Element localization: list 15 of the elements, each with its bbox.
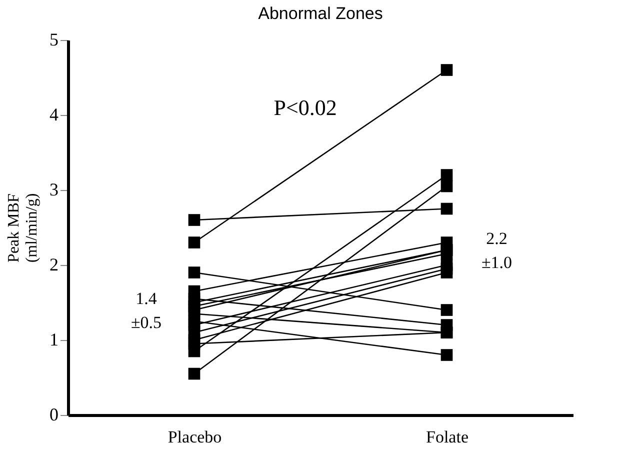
- y-axis-title: Peak MBF (ml/min/g): [6, 193, 40, 263]
- annotation: ±1.0: [481, 253, 512, 272]
- annotation: 1.4: [136, 289, 158, 308]
- y-tick-label: 4: [50, 104, 58, 124]
- annotation: 2.2: [486, 229, 508, 248]
- x-tick-label: Folate: [426, 428, 468, 446]
- y-tick-label: 5: [50, 30, 58, 50]
- chart-title: Abnormal Zones: [258, 4, 383, 23]
- y-tick-label: 3: [50, 180, 58, 200]
- x-tick-label: Placebo: [168, 428, 222, 446]
- y-tick-label: 1: [50, 330, 58, 350]
- annotation: P<0.02: [274, 95, 337, 120]
- annotation: ±0.5: [130, 313, 162, 332]
- y-tick-label: 0: [50, 404, 58, 424]
- y-tick-label: 2: [50, 254, 58, 274]
